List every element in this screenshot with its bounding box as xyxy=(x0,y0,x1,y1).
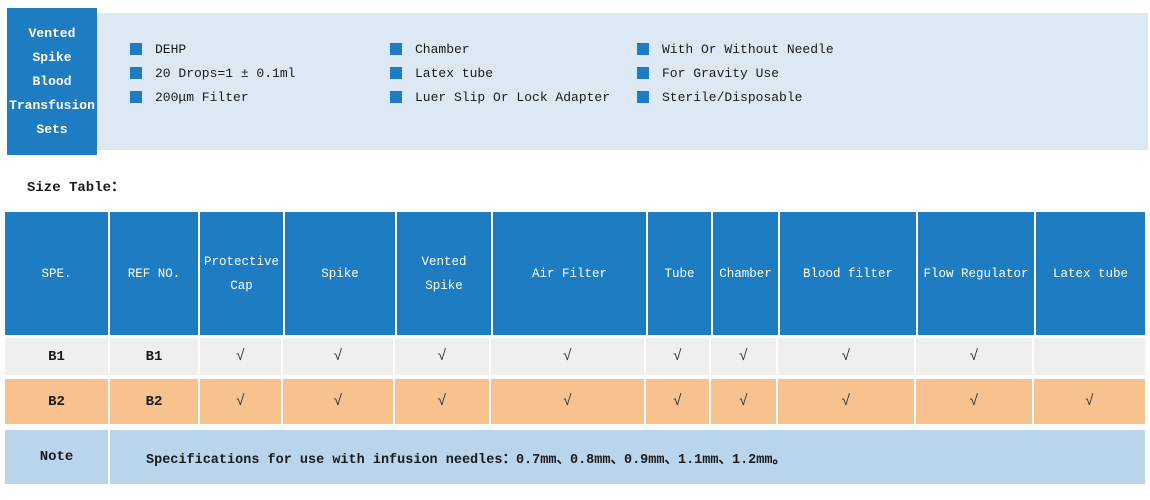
feature-item: For Gravity Use xyxy=(637,61,834,85)
cell-ref-no: B1 xyxy=(110,338,200,375)
cell-check-blood-filter: √ xyxy=(778,379,916,424)
feature-column-1: DEHP 20 Drops=1 ± 0.1ml 200μm Filter xyxy=(130,37,295,109)
feature-item: Latex tube xyxy=(390,61,610,85)
cell-spe: B2 xyxy=(5,379,110,424)
feature-label: 20 Drops=1 ± 0.1ml xyxy=(155,65,296,81)
table-row-b1: B1 B1 √ √ √ √ √ √ √ √ xyxy=(5,338,1145,375)
feature-label: With Or Without Needle xyxy=(662,41,834,57)
table-header-row: SPE. REF NO. Protective Cap Spike Vented… xyxy=(5,212,1145,335)
col-header-latex-tube: Latex tube xyxy=(1036,212,1145,335)
feature-label: For Gravity Use xyxy=(662,65,780,81)
col-header-chamber: Chamber xyxy=(713,212,781,335)
bullet-square-icon xyxy=(390,67,402,79)
col-header-spe: SPE. xyxy=(5,212,110,335)
bullet-square-icon xyxy=(390,43,402,55)
col-header-spike: Spike xyxy=(285,212,398,335)
feature-label: Sterile/Disposable xyxy=(662,89,803,105)
cell-check-spike: √ xyxy=(283,338,395,375)
product-title-line: Transfusion xyxy=(9,97,95,113)
col-header-flow-regulator: Flow Regulator xyxy=(918,212,1037,335)
col-header-ref-no: REF NO. xyxy=(110,212,200,335)
cell-spe: B1 xyxy=(5,338,110,375)
cell-check-chamber: √ xyxy=(711,338,778,375)
cell-check-latex-tube xyxy=(1034,338,1145,375)
feature-item: Luer Slip Or Lock Adapter xyxy=(390,85,610,109)
feature-item: 200μm Filter xyxy=(130,85,295,109)
cell-check-blood-filter: √ xyxy=(778,338,916,375)
bullet-square-icon xyxy=(130,43,142,55)
cell-check-air-filter: √ xyxy=(491,338,646,375)
cell-check-latex-tube: √ xyxy=(1034,379,1145,424)
col-header-air-filter: Air Filter xyxy=(493,212,649,335)
product-title-line: Blood xyxy=(32,73,72,89)
bullet-square-icon xyxy=(637,91,649,103)
cell-check-flow-regulator: √ xyxy=(916,379,1034,424)
feature-label: DEHP xyxy=(155,41,187,57)
cell-check-protective-cap: √ xyxy=(200,338,283,375)
product-title-line: Sets xyxy=(36,121,68,137)
table-row-b2: B2 B2 √ √ √ √ √ √ √ √ √ xyxy=(5,379,1145,424)
feature-panel: DEHP 20 Drops=1 ± 0.1ml 200μm Filter Cha… xyxy=(97,13,1148,150)
col-header-blood-filter: Blood filter xyxy=(780,212,919,335)
bullet-square-icon xyxy=(390,91,402,103)
cell-check-protective-cap: √ xyxy=(200,379,283,424)
feature-item: DEHP xyxy=(130,37,295,61)
bullet-square-icon xyxy=(130,91,142,103)
cell-check-tube: √ xyxy=(646,338,711,375)
product-title-line: Vented xyxy=(28,25,76,41)
feature-label: 200μm Filter xyxy=(155,89,249,105)
col-header-vented-spike: Vented Spike xyxy=(397,212,494,335)
feature-item: 20 Drops=1 ± 0.1ml xyxy=(130,61,295,85)
cell-check-flow-regulator: √ xyxy=(916,338,1034,375)
cell-check-chamber: √ xyxy=(711,379,778,424)
product-title: Vented Spike Blood Transfusion Sets xyxy=(7,8,97,155)
size-table-heading: Size Table： xyxy=(27,180,126,196)
feature-item: Chamber xyxy=(390,37,610,61)
table-row-note: Note Specifications for use with infusio… xyxy=(5,430,1145,484)
note-text: Specifications for use with infusion nee… xyxy=(110,430,1145,484)
feature-label: Luer Slip Or Lock Adapter xyxy=(415,89,611,105)
feature-label: Chamber xyxy=(415,41,470,57)
feature-column-2: Chamber Latex tube Luer Slip Or Lock Ada… xyxy=(390,37,610,109)
size-table: SPE. REF NO. Protective Cap Spike Vented… xyxy=(5,212,1145,484)
col-header-tube: Tube xyxy=(648,212,714,335)
cell-check-tube: √ xyxy=(646,379,711,424)
bullet-square-icon xyxy=(130,67,142,79)
feature-item: Sterile/Disposable xyxy=(637,85,834,109)
product-title-line: Spike xyxy=(32,49,72,65)
bullet-square-icon xyxy=(637,67,649,79)
cell-check-vented-spike: √ xyxy=(395,338,491,375)
bullet-square-icon xyxy=(637,43,649,55)
cell-check-air-filter: √ xyxy=(491,379,646,424)
cell-check-vented-spike: √ xyxy=(395,379,491,424)
note-label: Note xyxy=(5,430,110,484)
cell-check-spike: √ xyxy=(283,379,395,424)
feature-item: With Or Without Needle xyxy=(637,37,834,61)
col-header-protective-cap: Protective Cap xyxy=(200,212,286,335)
feature-column-3: With Or Without Needle For Gravity Use S… xyxy=(637,37,834,109)
feature-label: Latex tube xyxy=(415,65,494,81)
cell-ref-no: B2 xyxy=(110,379,200,424)
